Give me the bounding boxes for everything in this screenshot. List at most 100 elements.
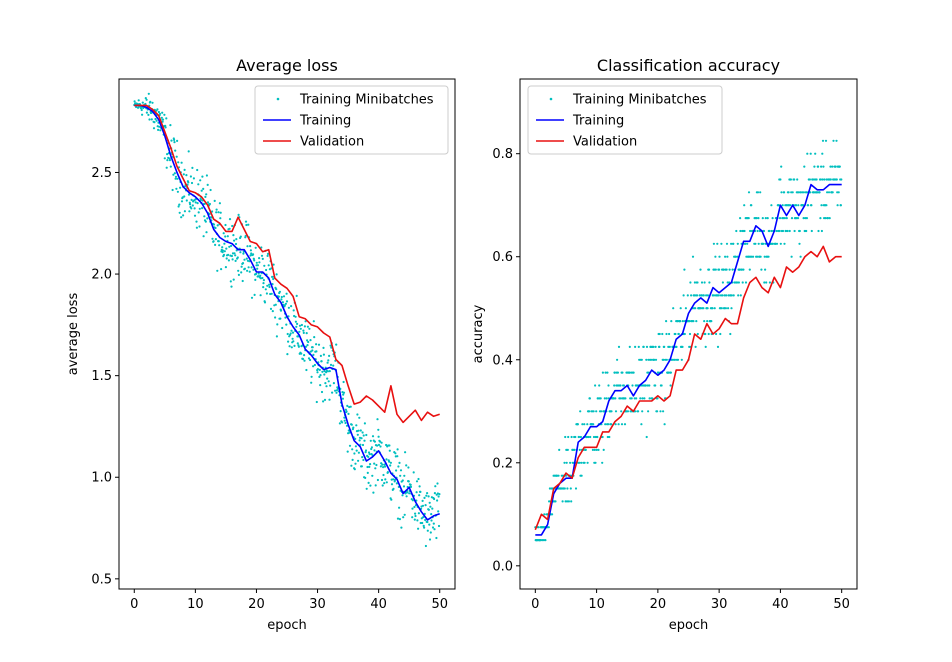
x-tick-label: 30 (711, 597, 728, 612)
minibatch-point (309, 339, 312, 342)
minibatch-point (668, 332, 671, 336)
minibatch-point (680, 358, 683, 361)
minibatch-point (624, 397, 627, 400)
minibatch-point (693, 281, 697, 284)
minibatch-point (281, 301, 284, 304)
minibatch-point (650, 358, 653, 361)
minibatch-point (696, 332, 699, 336)
minibatch-point (362, 434, 365, 437)
minibatch-point (206, 201, 210, 204)
minibatch-point (763, 281, 766, 284)
minibatch-point (164, 126, 167, 129)
minibatch-point (224, 223, 227, 227)
minibatch-point (223, 250, 226, 253)
minibatch-point (262, 282, 265, 285)
minibatch-point (360, 437, 363, 440)
minibatch-point (630, 397, 633, 400)
minibatch-point (225, 257, 228, 260)
minibatch-point (665, 332, 668, 336)
minibatch-point (315, 343, 318, 346)
minibatch-point (783, 242, 786, 245)
minibatch-point (770, 204, 773, 207)
minibatch-point (783, 191, 786, 194)
minibatch-point (173, 141, 176, 144)
minibatch-point (785, 217, 788, 220)
minibatch-point (778, 229, 781, 233)
minibatch-point (592, 423, 595, 426)
minibatch-point (712, 294, 715, 297)
minibatch-point (373, 440, 376, 443)
minibatch-point (631, 384, 634, 387)
minibatch-point (396, 517, 400, 520)
minibatch-point (561, 500, 564, 503)
minibatch-point (643, 397, 646, 400)
minibatch-point (688, 332, 692, 336)
minibatch-point (592, 435, 596, 439)
minibatch-point (232, 234, 235, 237)
minibatch-point (320, 390, 324, 394)
minibatch-point (739, 229, 742, 233)
minibatch-point (604, 371, 607, 374)
minibatch-point (287, 340, 290, 343)
minibatch-point (352, 426, 355, 429)
minibatch-point (298, 330, 301, 333)
minibatch-point (671, 358, 674, 361)
minibatch-point (617, 345, 621, 348)
minibatch-point (684, 307, 688, 310)
minibatch-point (725, 294, 728, 297)
minibatch-point (775, 229, 778, 233)
chart-title: Classification accuracy (597, 56, 780, 75)
minibatch-point (204, 220, 207, 223)
minibatch-point (145, 111, 148, 114)
minibatch-point (239, 235, 242, 238)
minibatch-point (356, 433, 359, 436)
minibatch-point (408, 492, 411, 495)
minibatch-point (696, 281, 699, 284)
minibatch-point (360, 465, 363, 468)
minibatch-point (172, 173, 175, 176)
minibatch-point (244, 220, 248, 223)
minibatch-point (291, 337, 294, 340)
minibatch-point (645, 358, 648, 361)
minibatch-point (163, 157, 166, 160)
minibatch-point (604, 423, 607, 426)
minibatch-point (255, 272, 258, 275)
minibatch-point (237, 269, 240, 272)
minibatch-point (838, 165, 841, 168)
minibatch-point (398, 461, 401, 464)
minibatch-point (190, 181, 194, 185)
minibatch-point (290, 346, 293, 349)
minibatch-point (424, 518, 427, 522)
minibatch-point (343, 419, 346, 422)
minibatch-point (338, 422, 341, 425)
minibatch-point (230, 285, 233, 288)
minibatch-point (670, 320, 673, 323)
minibatch-point (182, 214, 185, 217)
minibatch-point (793, 178, 796, 181)
minibatch-point (813, 165, 816, 168)
minibatch-point (608, 435, 611, 439)
minibatch-point (736, 255, 739, 258)
minibatch-point (547, 526, 550, 529)
minibatch-point (622, 384, 626, 387)
minibatch-point (203, 215, 206, 218)
minibatch-point (632, 371, 635, 374)
minibatch-point (799, 255, 802, 258)
minibatch-point (730, 294, 733, 297)
minibatch-point (258, 261, 261, 264)
minibatch-point (219, 217, 222, 220)
minibatch-point (436, 499, 439, 502)
training-line (535, 183, 842, 536)
minibatch-point (182, 173, 185, 176)
minibatch-point (374, 467, 377, 470)
minibatch-point (199, 179, 202, 182)
minibatch-point (323, 398, 327, 401)
minibatch-point (303, 325, 306, 328)
minibatch-point (808, 178, 812, 181)
minibatch-point (756, 255, 759, 258)
minibatch-point (236, 256, 239, 259)
minibatch-point (682, 294, 685, 297)
minibatch-point (599, 397, 602, 400)
minibatch-point (648, 384, 651, 387)
minibatch-point (392, 487, 395, 490)
